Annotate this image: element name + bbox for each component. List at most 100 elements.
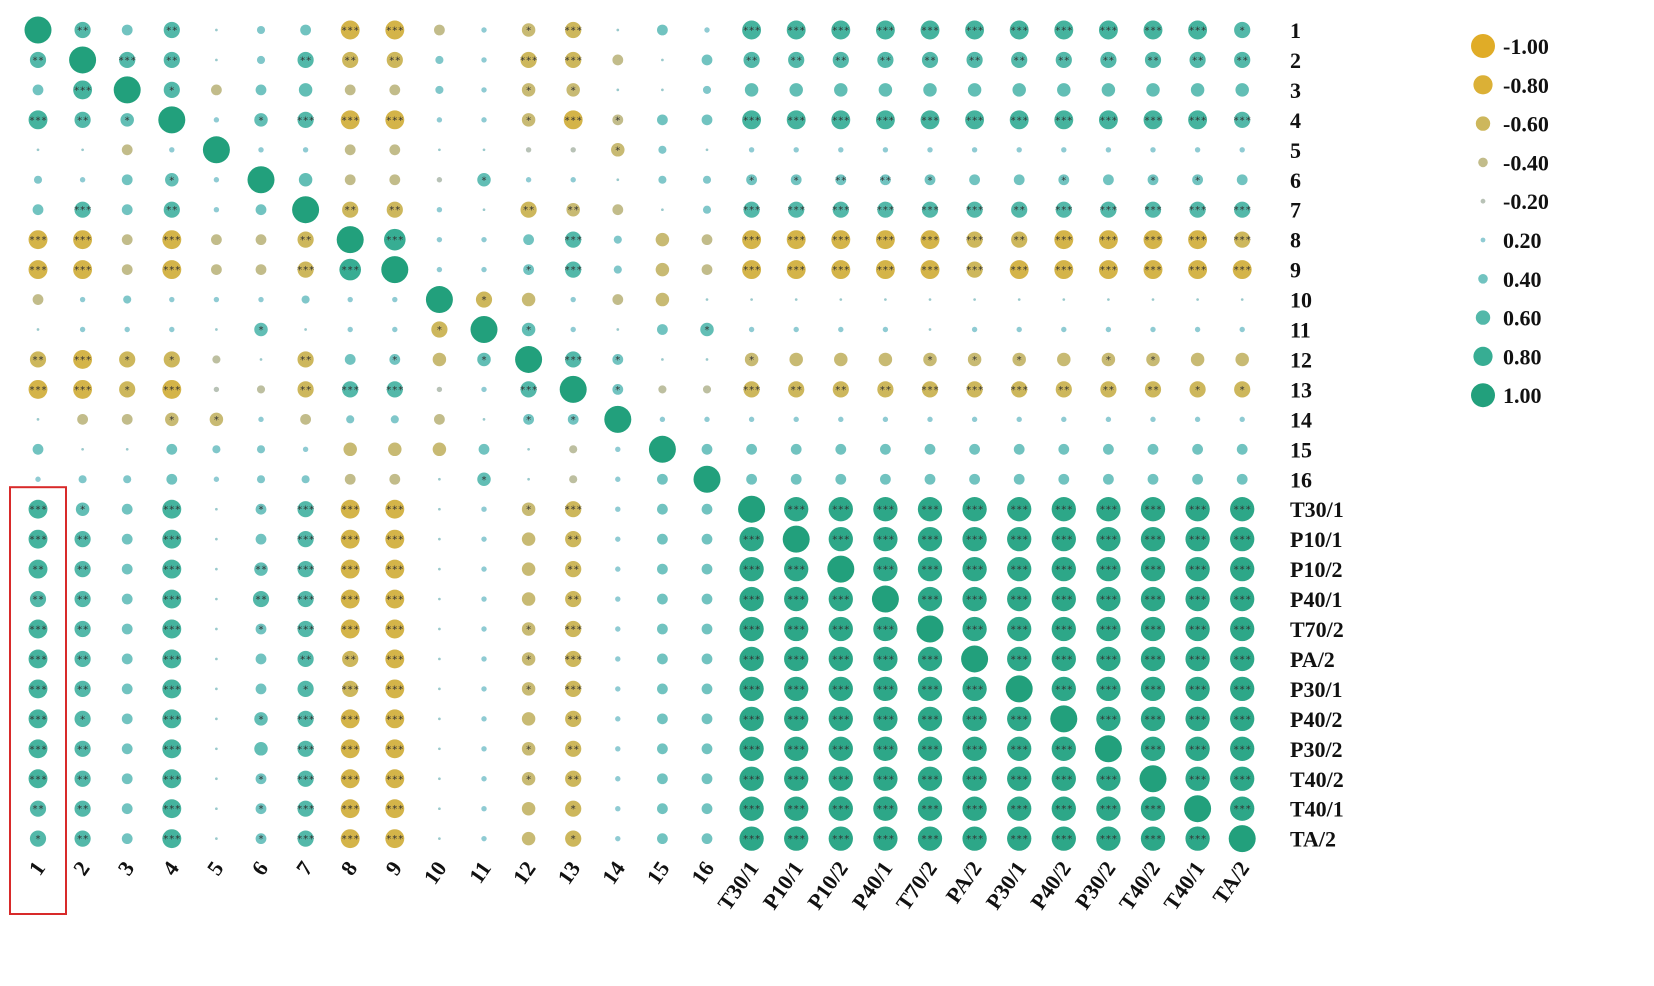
bubble-r2-c25 bbox=[1100, 51, 1117, 69]
bubble-r22-c28 bbox=[1230, 646, 1255, 672]
bubble-r12-c4 bbox=[163, 351, 180, 368]
bubble-r2-c3 bbox=[119, 51, 136, 69]
significance-mark: *** bbox=[832, 744, 850, 755]
bubble-r8-c19 bbox=[831, 230, 851, 250]
significance-mark: *** bbox=[1189, 26, 1207, 37]
column-label: P30/1 bbox=[981, 857, 1032, 914]
significance-mark: *** bbox=[1099, 205, 1117, 216]
bubble-r22-c7 bbox=[297, 650, 314, 668]
bubble-r19-c6 bbox=[254, 562, 268, 576]
bubble-r26-c8 bbox=[340, 769, 360, 789]
bubble-r12-c6 bbox=[259, 358, 263, 361]
bubble-r24-c9 bbox=[385, 709, 405, 729]
bubble-r6-c8 bbox=[344, 174, 356, 186]
significance-mark: *** bbox=[163, 744, 181, 755]
significance-mark: *** bbox=[1099, 265, 1117, 276]
bubble-r3-c28 bbox=[1235, 83, 1249, 97]
bubble-r14-c11 bbox=[482, 418, 486, 421]
significance-mark: ** bbox=[567, 535, 579, 546]
significance-mark: *** bbox=[1010, 744, 1028, 755]
bubble-r8-c14 bbox=[613, 235, 622, 244]
bubble-r12-c16 bbox=[705, 358, 709, 361]
significance-mark: *** bbox=[1144, 625, 1162, 636]
bubble-r14-c12 bbox=[523, 413, 534, 425]
bubble-r14-c9 bbox=[390, 415, 399, 424]
significance-mark: *** bbox=[1055, 115, 1073, 126]
bubble-r7-c6 bbox=[255, 204, 267, 216]
legend-label: 0.80 bbox=[1503, 344, 1542, 369]
significance-mark: ** bbox=[255, 595, 267, 606]
bubble-r24-c13 bbox=[565, 710, 582, 727]
bubble-r3-c20 bbox=[878, 83, 893, 97]
bubble-r22-c3 bbox=[121, 653, 133, 665]
significance-mark: *** bbox=[163, 684, 181, 695]
bubble-r18-c24 bbox=[1051, 527, 1076, 552]
significance-mark: *** bbox=[1010, 714, 1028, 725]
significance-mark: *** bbox=[966, 774, 984, 785]
significance-mark: *** bbox=[118, 55, 136, 66]
significance-mark: *** bbox=[341, 714, 359, 725]
bubble-r13-c23 bbox=[1011, 381, 1028, 398]
significance-mark: *** bbox=[1189, 535, 1207, 546]
bubble-r24-c14 bbox=[615, 716, 621, 722]
bubble-r1-c6 bbox=[256, 25, 266, 35]
bubble-r21-c8 bbox=[340, 619, 360, 639]
bubble-r13-c11 bbox=[481, 386, 487, 393]
bubble-r9-c15 bbox=[655, 262, 670, 277]
column-label: T70/2 bbox=[891, 857, 942, 915]
significance-mark: *** bbox=[386, 804, 404, 815]
significance-mark: * bbox=[1239, 26, 1245, 37]
significance-mark: ** bbox=[879, 55, 891, 66]
bubble-r14-c15 bbox=[659, 416, 666, 423]
significance-mark: *** bbox=[1233, 595, 1251, 606]
bubble-r17-c7 bbox=[297, 501, 314, 518]
bubble-r27-c19 bbox=[828, 796, 853, 821]
significance-mark: ** bbox=[77, 804, 89, 815]
bubble-r19-c22 bbox=[962, 556, 987, 582]
significance-mark: ** bbox=[77, 744, 89, 755]
bubble-r13-c14 bbox=[612, 384, 624, 395]
bubble-r5-c15 bbox=[658, 145, 667, 154]
bubble-r1-c7 bbox=[300, 24, 311, 36]
significance-mark: *** bbox=[29, 115, 47, 126]
legend-swatch bbox=[1478, 274, 1488, 284]
bubble-r15-c25 bbox=[1103, 443, 1114, 455]
bubble-r25-c19 bbox=[828, 736, 853, 761]
bubble-r4-c25 bbox=[1098, 110, 1118, 130]
bubble-r22-c22 bbox=[961, 645, 989, 673]
significance-mark: *** bbox=[832, 235, 850, 246]
bubble-r16-c18 bbox=[790, 473, 802, 485]
bubble-r15-c28 bbox=[1236, 443, 1248, 455]
bubble-r10-c4 bbox=[169, 296, 175, 303]
bubble-r4-c2 bbox=[74, 111, 91, 128]
bubble-r4-c26 bbox=[1143, 110, 1163, 130]
significance-mark: *** bbox=[1055, 535, 1073, 546]
significance-mark: ** bbox=[1058, 55, 1070, 66]
significance-mark: ** bbox=[1013, 55, 1025, 66]
bubble-r4-c28 bbox=[1234, 111, 1251, 128]
significance-mark: *** bbox=[1099, 505, 1117, 516]
bubble-r21-c24 bbox=[1051, 616, 1076, 642]
bubble-r5-c8 bbox=[344, 144, 356, 156]
significance-mark: *** bbox=[787, 565, 805, 576]
bubble-r24-c20 bbox=[873, 706, 898, 731]
bubble-r24-c17 bbox=[739, 706, 764, 731]
significance-mark: *** bbox=[1010, 26, 1028, 37]
bubble-r19-c12 bbox=[521, 562, 536, 576]
bubble-r24-c12 bbox=[521, 712, 536, 726]
row-label: P10/1 bbox=[1290, 527, 1343, 552]
significance-mark: * bbox=[481, 295, 487, 306]
bubble-r12-c11 bbox=[477, 352, 491, 367]
row-label: 9 bbox=[1290, 258, 1301, 283]
significance-mark: *** bbox=[1055, 505, 1073, 516]
column-label: 12 bbox=[508, 857, 541, 889]
bubble-r8-c3 bbox=[121, 234, 133, 246]
significance-mark: ** bbox=[1013, 205, 1025, 216]
significance-mark: *** bbox=[163, 235, 181, 246]
bubble-r10-c20 bbox=[884, 298, 887, 301]
bubble-r27-c13 bbox=[565, 800, 582, 817]
bubble-r25-c1 bbox=[28, 739, 48, 759]
legend-swatch bbox=[1471, 383, 1495, 408]
bubble-r27-c12 bbox=[521, 801, 536, 816]
bubble-r5-c13 bbox=[570, 147, 576, 153]
